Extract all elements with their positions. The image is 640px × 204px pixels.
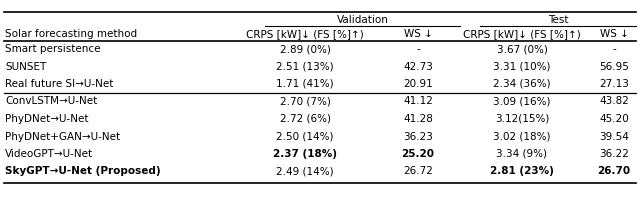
- Text: 41.28: 41.28: [403, 113, 433, 123]
- Text: 3.34 (9%): 3.34 (9%): [497, 148, 547, 158]
- Text: 2.37 (18%): 2.37 (18%): [273, 148, 337, 158]
- Text: 42.73: 42.73: [403, 61, 433, 71]
- Text: 45.20: 45.20: [599, 113, 629, 123]
- Text: 43.82: 43.82: [599, 96, 629, 106]
- Text: 2.34 (36%): 2.34 (36%): [493, 79, 551, 89]
- Text: Test: Test: [548, 15, 568, 25]
- Text: 2.72 (6%): 2.72 (6%): [280, 113, 330, 123]
- Text: 20.91: 20.91: [403, 79, 433, 89]
- Text: Validation: Validation: [337, 15, 388, 25]
- Text: CRPS [kW]↓ (FS [%]↑): CRPS [kW]↓ (FS [%]↑): [463, 29, 581, 39]
- Text: -: -: [612, 44, 616, 54]
- Text: -: -: [416, 44, 420, 54]
- Text: Real future SI→U-Net: Real future SI→U-Net: [5, 79, 113, 89]
- Text: 56.95: 56.95: [599, 61, 629, 71]
- Text: VideoGPT→U-Net: VideoGPT→U-Net: [5, 148, 93, 158]
- Text: 41.12: 41.12: [403, 96, 433, 106]
- Text: 3.31 (10%): 3.31 (10%): [493, 61, 551, 71]
- Text: SUNSET: SUNSET: [5, 61, 46, 71]
- Text: CRPS [kW]↓ (FS [%]↑): CRPS [kW]↓ (FS [%]↑): [246, 29, 364, 39]
- Text: 3.12(15%): 3.12(15%): [495, 113, 549, 123]
- Text: 3.02 (18%): 3.02 (18%): [493, 131, 551, 141]
- Text: 2.81 (23%): 2.81 (23%): [490, 166, 554, 176]
- Text: 26.70: 26.70: [597, 166, 630, 176]
- Text: ConvLSTM→U-Net: ConvLSTM→U-Net: [5, 96, 97, 106]
- Text: Solar forecasting method: Solar forecasting method: [5, 29, 137, 39]
- Text: 1.71 (41%): 1.71 (41%): [276, 79, 334, 89]
- Text: 3.09 (16%): 3.09 (16%): [493, 96, 551, 106]
- Text: 27.13: 27.13: [599, 79, 629, 89]
- Text: 2.89 (0%): 2.89 (0%): [280, 44, 330, 54]
- Text: 2.70 (7%): 2.70 (7%): [280, 96, 330, 106]
- Text: 2.49 (14%): 2.49 (14%): [276, 166, 334, 176]
- Text: 26.72: 26.72: [403, 166, 433, 176]
- Text: 2.50 (14%): 2.50 (14%): [276, 131, 333, 141]
- Text: 25.20: 25.20: [401, 148, 435, 158]
- Text: PhyDNet→U-Net: PhyDNet→U-Net: [5, 113, 88, 123]
- Text: 36.23: 36.23: [403, 131, 433, 141]
- Text: 2.51 (13%): 2.51 (13%): [276, 61, 334, 71]
- Text: PhyDNet+GAN→U-Net: PhyDNet+GAN→U-Net: [5, 131, 120, 141]
- Text: WS ↓: WS ↓: [404, 29, 433, 39]
- Text: 3.67 (0%): 3.67 (0%): [497, 44, 547, 54]
- Text: SkyGPT→U-Net (Proposed): SkyGPT→U-Net (Proposed): [5, 166, 161, 176]
- Text: WS ↓: WS ↓: [600, 29, 628, 39]
- Text: Smart persistence: Smart persistence: [5, 44, 100, 54]
- Text: 39.54: 39.54: [599, 131, 629, 141]
- Text: 36.22: 36.22: [599, 148, 629, 158]
